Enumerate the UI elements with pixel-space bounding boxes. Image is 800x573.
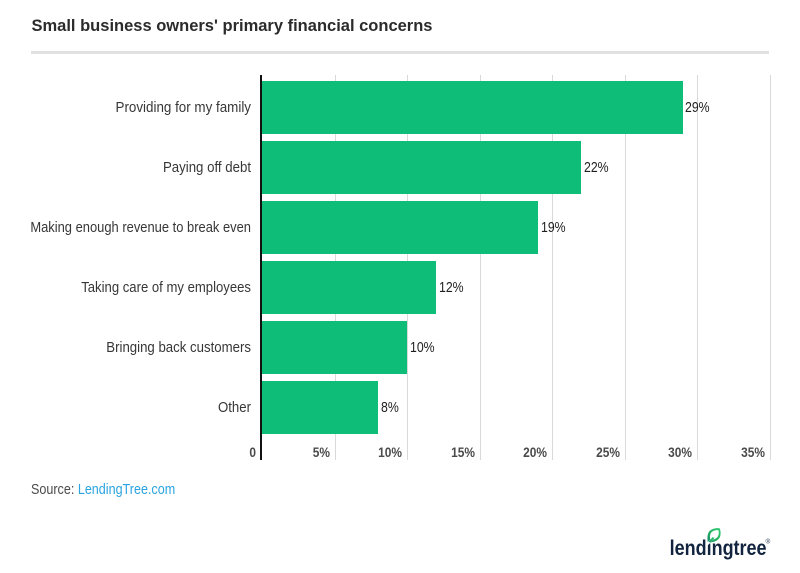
svg-text:lendingtree: lendingtree <box>670 537 767 561</box>
svg-text:®: ® <box>766 538 771 546</box>
